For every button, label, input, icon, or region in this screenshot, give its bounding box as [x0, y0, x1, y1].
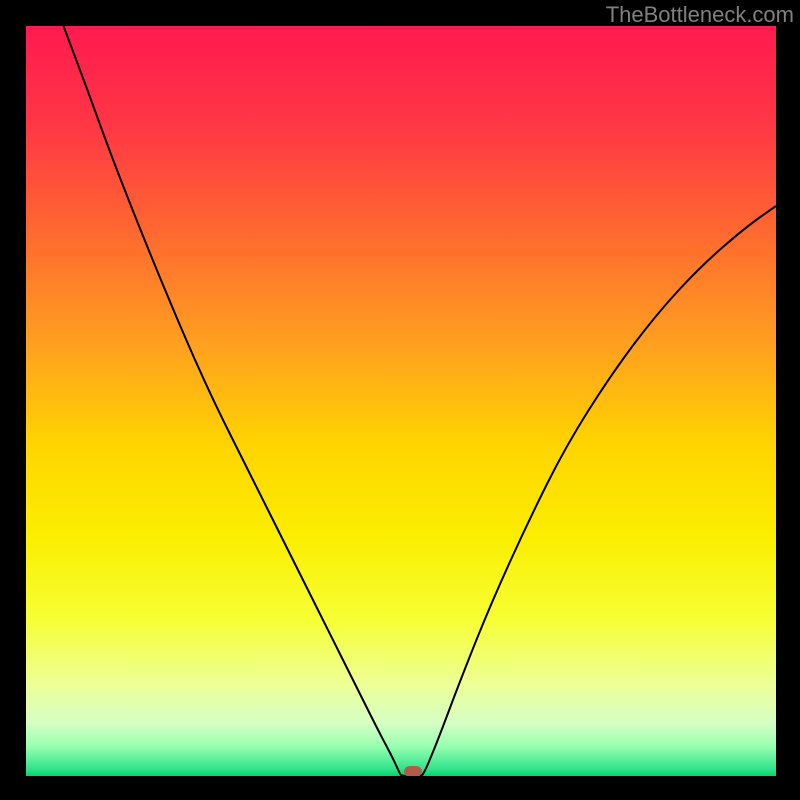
watermark-text: TheBottleneck.com: [606, 0, 800, 28]
chart-root: TheBottleneck.com: [0, 0, 800, 800]
chart-svg: [0, 0, 800, 800]
optimum-marker: [404, 766, 422, 777]
gradient-background: [26, 26, 776, 776]
